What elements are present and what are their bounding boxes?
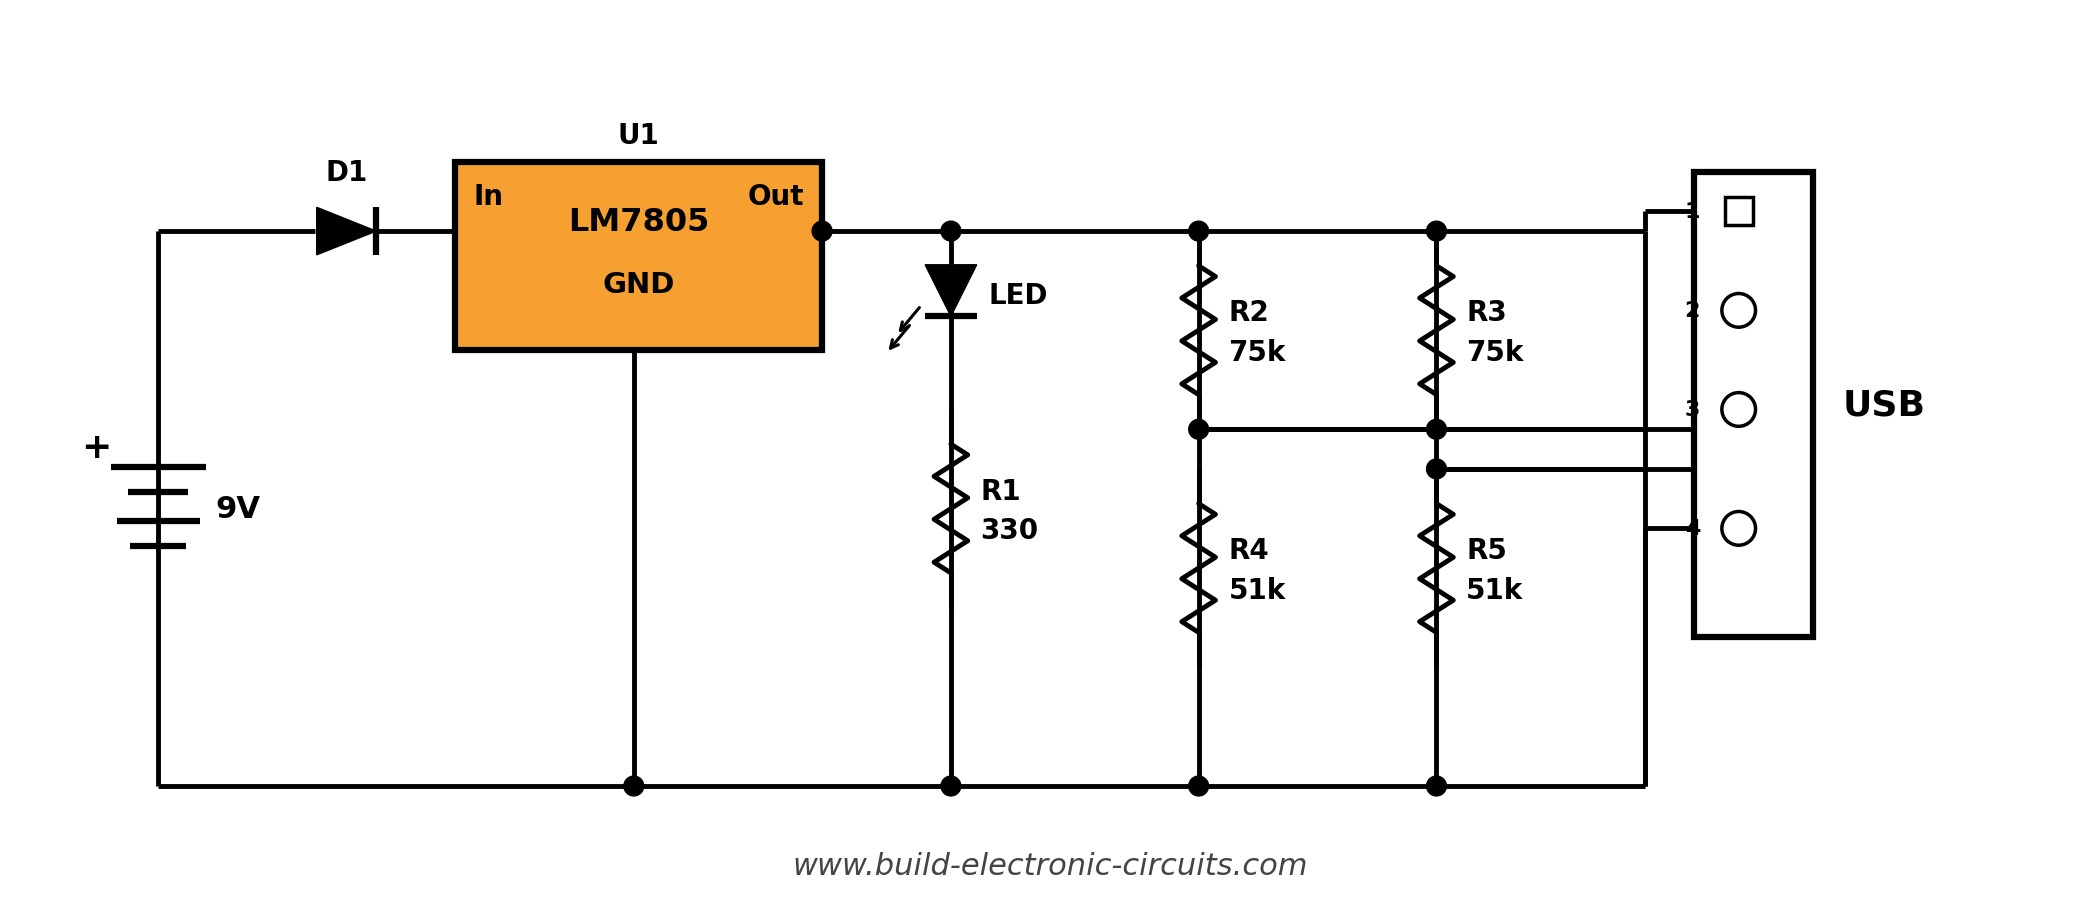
Circle shape	[1722, 393, 1756, 426]
Circle shape	[1189, 420, 1210, 439]
Circle shape	[941, 221, 962, 242]
Text: In: In	[472, 182, 504, 210]
Bar	[1724, 199, 1754, 226]
Circle shape	[813, 221, 832, 242]
Text: 1: 1	[1684, 202, 1701, 222]
Text: LED: LED	[989, 282, 1048, 310]
Text: 75k: 75k	[1466, 338, 1525, 367]
Bar	[456, 163, 821, 351]
Text: R5: R5	[1466, 537, 1508, 564]
Text: U1: U1	[617, 121, 659, 150]
Text: 51k: 51k	[1466, 576, 1522, 604]
Text: 51k: 51k	[1228, 576, 1285, 604]
Text: www.build-electronic-circuits.com: www.build-electronic-circuits.com	[792, 851, 1308, 879]
Text: D1: D1	[326, 159, 368, 187]
Text: 4: 4	[1684, 519, 1701, 539]
Text: 2: 2	[1684, 301, 1701, 321]
Text: 3: 3	[1684, 400, 1701, 420]
Bar	[1695, 173, 1812, 638]
Text: +: +	[82, 431, 111, 465]
Circle shape	[1722, 512, 1756, 546]
Text: R4: R4	[1228, 537, 1268, 564]
Circle shape	[941, 777, 962, 796]
Circle shape	[1722, 294, 1756, 328]
Polygon shape	[926, 266, 977, 317]
Circle shape	[1426, 420, 1447, 439]
Polygon shape	[317, 208, 376, 255]
Text: LM7805: LM7805	[569, 207, 710, 237]
Circle shape	[1189, 777, 1210, 796]
Text: 9V: 9V	[216, 494, 260, 524]
Circle shape	[1426, 777, 1447, 796]
Text: R3: R3	[1466, 299, 1508, 327]
Circle shape	[1426, 460, 1447, 480]
Text: 75k: 75k	[1228, 338, 1285, 367]
Text: R1: R1	[981, 477, 1021, 505]
Text: USB: USB	[1844, 388, 1926, 422]
Text: Out: Out	[748, 182, 804, 210]
Text: GND: GND	[603, 270, 674, 299]
Circle shape	[624, 777, 645, 796]
Text: R2: R2	[1228, 299, 1268, 327]
Circle shape	[1426, 221, 1447, 242]
Circle shape	[1189, 221, 1210, 242]
Text: 330: 330	[981, 516, 1040, 545]
